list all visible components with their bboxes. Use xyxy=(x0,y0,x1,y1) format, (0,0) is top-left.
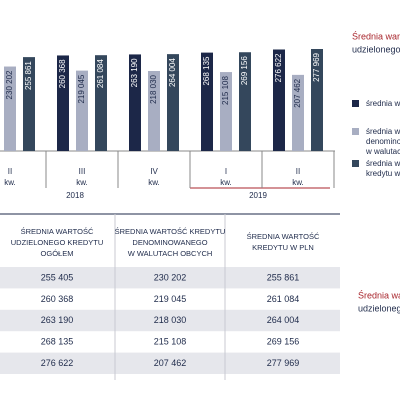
bar xyxy=(4,66,16,151)
value-label: 276 622 xyxy=(274,53,283,82)
bar xyxy=(292,74,304,151)
bar xyxy=(273,49,285,151)
table-header: W WALUTACH OBCYCH xyxy=(128,249,213,258)
table-header: ŚREDNIA WARTOŚĆ KREDYTU xyxy=(115,227,226,236)
value-label: 207 462 xyxy=(293,78,302,107)
table-row-bg xyxy=(0,309,340,332)
table-cell: 255 405 xyxy=(41,272,74,282)
table-cell: 268 135 xyxy=(41,337,74,347)
year-label: 2019 xyxy=(249,191,267,200)
value-label: 264 004 xyxy=(168,58,177,87)
value-label: 218 030 xyxy=(149,74,158,103)
table-cell: 219 045 xyxy=(154,294,187,304)
table-cell: 263 190 xyxy=(41,315,74,325)
table-header: UDZIELONEGO KREDYTU xyxy=(11,238,104,247)
legend-label: średnia w xyxy=(366,127,400,136)
table-cell: 215 108 xyxy=(154,337,187,347)
legend-swatch xyxy=(352,128,359,135)
table-cell: 276 622 xyxy=(41,358,74,368)
bar xyxy=(129,54,141,152)
bar xyxy=(201,52,213,151)
value-label: 263 190 xyxy=(130,58,139,87)
x-tick-label: II xyxy=(8,167,12,176)
bar xyxy=(220,72,232,151)
table-header: DENOMINOWANEGO xyxy=(132,238,207,247)
table-cell: 260 368 xyxy=(41,294,74,304)
table-cell: 207 462 xyxy=(154,358,187,368)
value-label: 215 108 xyxy=(221,76,230,105)
legend-swatch xyxy=(352,100,359,107)
value-label: 269 156 xyxy=(240,56,249,85)
x-tick-label: kw. xyxy=(148,178,160,187)
table-header: OGÓŁEM xyxy=(41,249,74,258)
legend-label: średnia w xyxy=(366,99,400,108)
note: Średnia war xyxy=(358,289,400,300)
table-cell: 218 030 xyxy=(154,315,187,325)
table-cell: 261 084 xyxy=(267,294,300,304)
bar xyxy=(23,57,35,151)
bar xyxy=(76,70,88,151)
x-tick-label: III xyxy=(79,167,86,176)
legend-label: w walutac xyxy=(365,147,400,156)
chart-title: Średnia wart xyxy=(352,30,400,41)
table-cell: 277 969 xyxy=(267,358,300,368)
value-label: 230 202 xyxy=(5,70,14,99)
value-label: 219 045 xyxy=(77,74,86,103)
year-label: 2018 xyxy=(66,191,84,200)
note: udzielonego xyxy=(358,303,400,313)
legend-label: kredytu w xyxy=(366,169,400,178)
table-row-bg xyxy=(0,352,340,374)
legend-label: średnia w xyxy=(366,159,400,168)
table-header: KREDYTU W PLN xyxy=(252,243,314,252)
x-tick-label: II xyxy=(296,167,300,176)
x-tick-label: IV xyxy=(150,167,158,176)
table-row-bg xyxy=(0,267,340,289)
x-tick-label: kw. xyxy=(220,178,232,187)
x-tick-label: kw. xyxy=(76,178,88,187)
bar xyxy=(57,55,69,151)
value-label: 260 368 xyxy=(58,59,67,88)
table-cell: 264 004 xyxy=(267,315,300,325)
bar xyxy=(167,54,179,151)
value-label: 277 969 xyxy=(312,52,321,81)
chart-subtitle: udzielonego xyxy=(352,44,400,54)
value-label: 255 861 xyxy=(24,61,33,90)
legend-swatch xyxy=(352,160,359,167)
x-tick-label: kw. xyxy=(292,178,304,187)
bar xyxy=(95,55,107,151)
table-cell: 230 202 xyxy=(154,272,187,282)
table-header: ŚREDNIA WARTOŚĆ xyxy=(247,232,320,241)
bar xyxy=(148,70,160,151)
bar xyxy=(311,49,323,151)
table-header: ŚREDNIA WARTOŚĆ xyxy=(21,227,94,236)
x-tick-label: kw. xyxy=(4,178,16,187)
bar xyxy=(239,52,251,152)
table-cell: 269 156 xyxy=(267,337,300,347)
value-label: 261 084 xyxy=(96,59,105,88)
value-label: 268 135 xyxy=(202,56,211,85)
x-tick-label: I xyxy=(225,167,227,176)
table-cell: 255 861 xyxy=(267,272,300,282)
